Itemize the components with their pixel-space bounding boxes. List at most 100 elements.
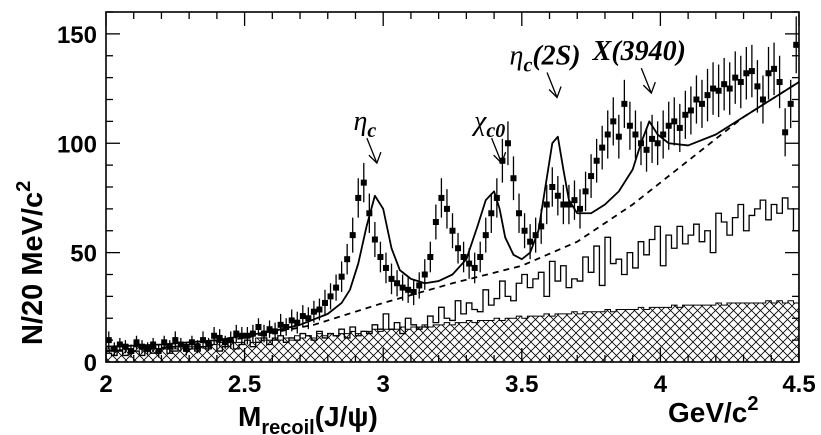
data-point — [654, 140, 661, 147]
data-point — [488, 210, 495, 217]
data-point — [543, 201, 550, 208]
data-point — [183, 345, 190, 352]
data-point — [782, 129, 789, 136]
data-point — [599, 144, 606, 151]
data-point — [116, 341, 123, 348]
data-point — [737, 79, 744, 85]
x-tick-label: 3.5 — [505, 371, 538, 398]
data-point — [421, 271, 428, 278]
data-point — [216, 334, 223, 341]
data-point — [449, 227, 456, 234]
data-point — [676, 124, 683, 131]
data-point — [593, 157, 600, 164]
annotation-arrowhead — [548, 86, 562, 99]
annotation-x3940: X(3940) — [592, 36, 686, 95]
data-point — [643, 146, 650, 153]
data-point — [382, 264, 389, 271]
data-point — [754, 83, 761, 90]
data-point — [765, 70, 772, 77]
data-point — [233, 330, 240, 337]
data-point — [227, 337, 234, 344]
data-point — [410, 289, 417, 295]
data-point — [310, 308, 317, 315]
data-point — [283, 324, 290, 330]
x-tick-label: 2.5 — [228, 371, 261, 398]
data-point — [660, 131, 667, 138]
data-point — [139, 343, 146, 350]
data-point — [344, 256, 351, 263]
data-point — [466, 260, 473, 267]
data-point — [793, 41, 799, 48]
data-point — [238, 332, 245, 339]
data-point — [333, 284, 340, 291]
annotation-label: X(3940) — [592, 36, 686, 67]
data-point — [222, 339, 229, 346]
data-point — [743, 70, 750, 77]
data-point — [682, 111, 689, 118]
data-point — [732, 74, 739, 81]
y-tick-label: 150 — [57, 22, 97, 49]
data-point — [161, 339, 168, 346]
data-point — [621, 100, 628, 107]
data-point — [288, 317, 295, 324]
data-point — [571, 197, 578, 204]
data-point — [194, 343, 201, 350]
x-tick-label: 4.5 — [782, 371, 815, 398]
data-point — [527, 238, 534, 245]
data-point — [127, 348, 134, 355]
data-point — [693, 96, 700, 103]
annotation-arrow — [546, 72, 558, 98]
data-point — [455, 245, 462, 252]
data-point — [721, 81, 728, 88]
annotation-etac: ηc — [353, 106, 382, 165]
data-point — [166, 343, 173, 350]
sideband-histogram — [106, 197, 799, 362]
data-point — [715, 87, 722, 94]
x-axis-title: Mrecoil(J/ψ) — [238, 401, 378, 435]
data-point — [521, 227, 528, 234]
data-point — [588, 173, 595, 180]
data-point — [155, 348, 162, 355]
data-point — [299, 313, 306, 320]
x-tick-label: 3 — [377, 371, 390, 398]
data-point — [482, 232, 489, 239]
data-point — [698, 100, 705, 107]
data-point — [371, 236, 378, 243]
data-point — [615, 133, 622, 140]
data-point — [144, 345, 151, 352]
data-point — [177, 341, 184, 348]
annotation-arrowhead — [493, 151, 507, 165]
annotation-arrow — [491, 137, 503, 164]
data-point — [560, 201, 567, 208]
data-point — [516, 210, 523, 217]
annotation-chic0: χc0 — [471, 106, 507, 165]
annotation-arrow — [640, 67, 652, 94]
background-fit-curve — [106, 81, 799, 352]
data-point — [438, 194, 445, 201]
annotation-label: ηc(2S) — [510, 41, 581, 77]
axis-ticks — [105, 11, 800, 363]
data-point — [776, 79, 783, 85]
data-point — [704, 92, 711, 99]
data-point — [759, 96, 766, 103]
data-point — [122, 343, 129, 350]
data-point — [366, 210, 373, 217]
data-point — [787, 100, 794, 107]
data-point — [266, 326, 273, 333]
data-point — [471, 264, 478, 271]
hatched-background-histogram — [106, 300, 799, 362]
data-point — [405, 286, 412, 293]
data-point — [427, 254, 434, 260]
y-axis-title: N/20 MeV/c2 — [13, 181, 49, 345]
plot-area — [106, 16, 799, 362]
data-point — [771, 65, 778, 72]
data-point — [188, 339, 195, 346]
data-point — [294, 319, 301, 326]
data-point — [477, 254, 484, 260]
data-point — [355, 194, 362, 201]
data-point — [671, 118, 678, 125]
annotation-etac2s: ηc(2S) — [510, 41, 581, 99]
x-axis-unit: GeV/c2 — [668, 393, 759, 428]
data-point — [272, 328, 279, 335]
